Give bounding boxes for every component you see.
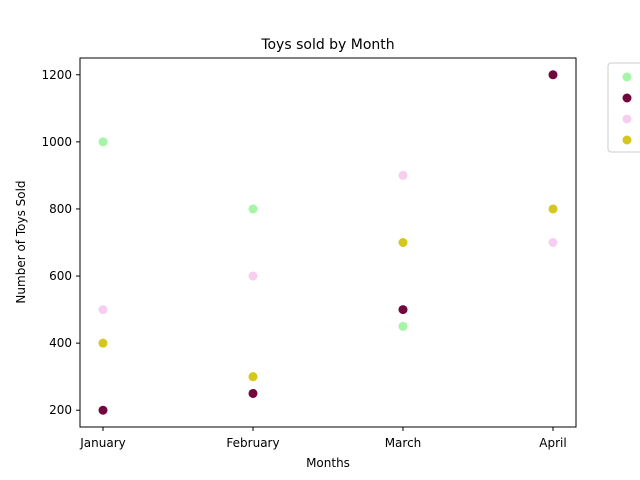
- data-point: [98, 137, 108, 147]
- data-point: [248, 372, 258, 382]
- data-point: [398, 238, 408, 247]
- legend-marker: [622, 135, 632, 145]
- data-point: [398, 305, 408, 315]
- x-axis-label: Months: [306, 456, 350, 470]
- legend: [607, 62, 640, 153]
- y-tick-label: 600: [49, 269, 72, 283]
- legend-marker: [622, 114, 632, 124]
- y-tick-label: 200: [49, 403, 72, 417]
- y-tick-label: 400: [49, 336, 72, 350]
- y-tick-label: 800: [49, 202, 72, 216]
- data-point: [98, 338, 108, 348]
- plot-frame: [79, 57, 577, 428]
- y-axis-label: Number of Toys Sold: [14, 180, 28, 303]
- chart-title: Toys sold by Month: [260, 37, 394, 53]
- legend-box: [607, 62, 640, 153]
- data-point: [548, 238, 558, 247]
- y-tick-label: 1000: [41, 135, 72, 149]
- data-point: [548, 204, 558, 214]
- x-tick-label: January: [79, 436, 126, 450]
- data-point: [398, 170, 408, 180]
- data-point: [98, 405, 108, 415]
- x-tick-label: February: [226, 436, 279, 450]
- data-point: [248, 204, 258, 214]
- data-point: [548, 70, 558, 80]
- x-tick-label: April: [539, 436, 566, 450]
- plot-area: January February March April 200 400 600 800 100…: [41, 57, 577, 450]
- x-tick-label: March: [385, 436, 422, 450]
- legend-marker: [622, 93, 632, 103]
- y-tick-label: 1200: [41, 68, 72, 82]
- data-point: [248, 388, 258, 398]
- data-point: [398, 321, 408, 331]
- data-point: [98, 305, 108, 315]
- legend-marker: [622, 72, 632, 82]
- data-point: [248, 271, 258, 281]
